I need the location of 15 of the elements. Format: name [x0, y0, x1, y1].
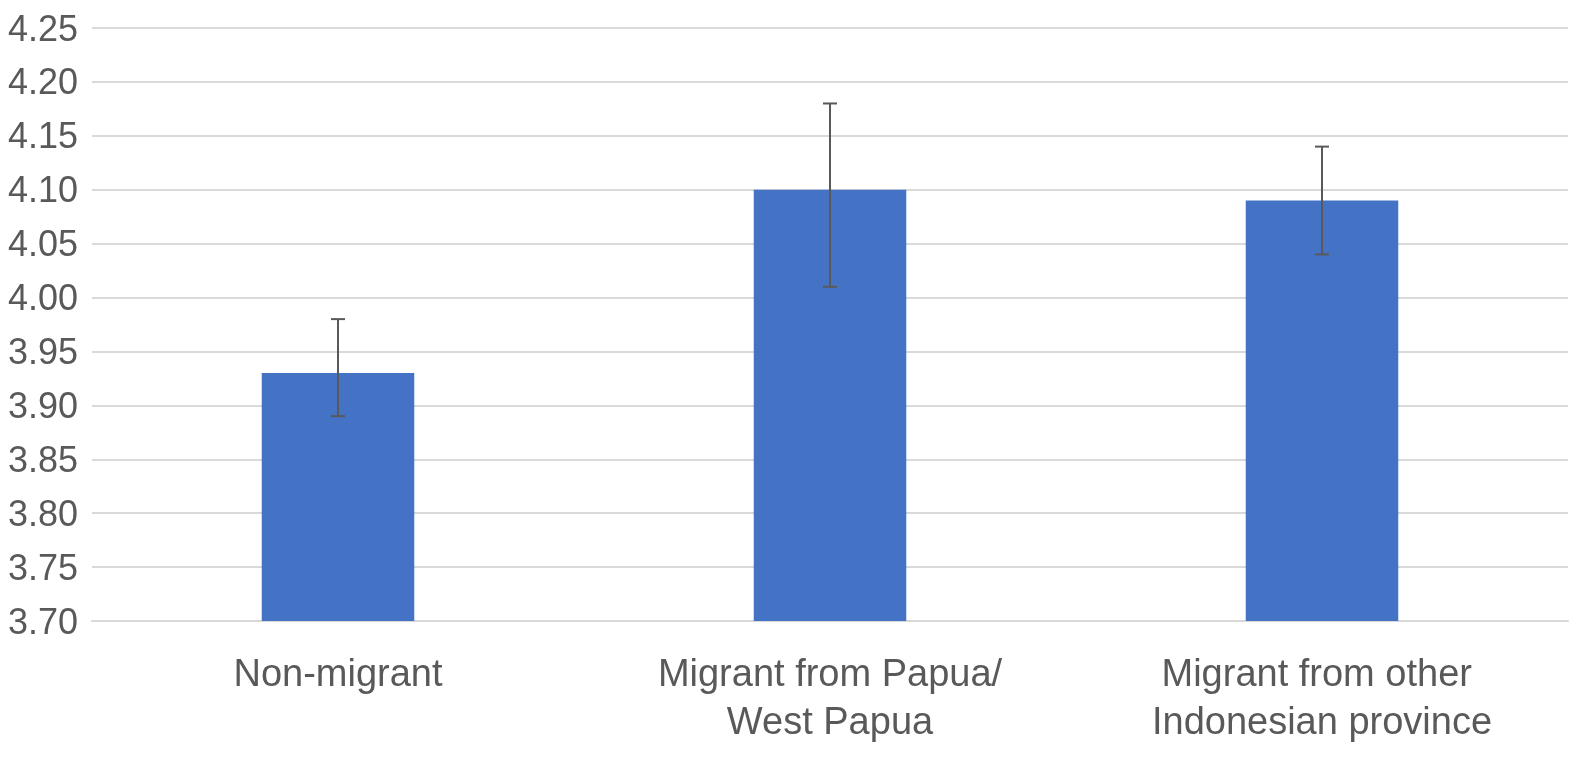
x-tick-label: Migrant from Papua/West Papua — [657, 652, 1003, 742]
x-tick-label: Migrant from other Indonesian province — [1151, 652, 1493, 742]
y-tick-label: 4.25 — [7, 7, 78, 49]
y-tick-label: 3.70 — [7, 600, 78, 642]
y-tick-label: 4.05 — [7, 223, 78, 265]
y-tick-label: 4.20 — [7, 61, 78, 103]
y-tick-label: 4.00 — [7, 277, 78, 319]
y-tick-label: 3.80 — [7, 492, 78, 534]
y-tick-label: 3.95 — [7, 330, 78, 372]
y-tick-label: 4.15 — [7, 115, 78, 157]
y-tick-label: 3.75 — [7, 546, 78, 588]
y-tick-label: 4.10 — [7, 169, 78, 211]
y-tick-label: 3.90 — [7, 384, 78, 426]
y-tick-label: 3.85 — [7, 438, 78, 480]
x-tick-label: Non-migrant — [233, 652, 443, 694]
